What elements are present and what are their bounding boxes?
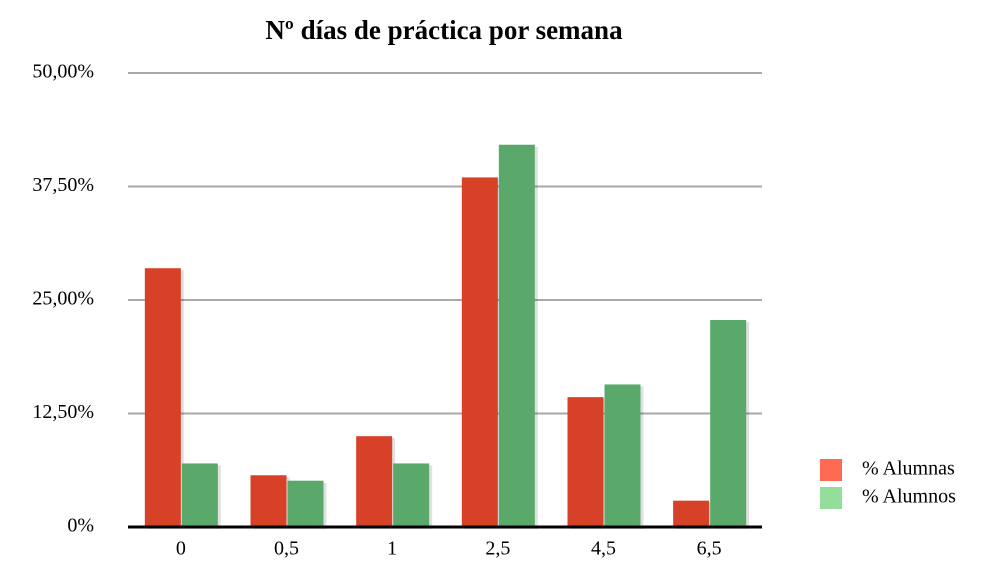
bar: [567, 397, 604, 527]
bar: [710, 319, 747, 527]
x-tick-label: 1: [387, 538, 397, 560]
bar: [181, 463, 218, 527]
bar: [287, 480, 324, 527]
legend-swatch: [820, 487, 842, 509]
bar: [604, 384, 641, 527]
y-tick-label: 50,00%: [32, 61, 94, 83]
x-tick-label: 6,5: [697, 538, 722, 560]
x-tick-label: 2,5: [485, 538, 510, 560]
bar: [356, 436, 393, 527]
bar: [393, 463, 430, 527]
bar: [673, 500, 710, 527]
bar: [498, 144, 535, 527]
y-tick-label: 37,50%: [32, 174, 94, 196]
bar: [461, 177, 498, 528]
legend-label: % Alumnos: [862, 486, 956, 508]
y-tick-label: 25,00%: [32, 288, 94, 310]
legend-label: % Alumnas: [862, 458, 955, 480]
x-tick-label: 4,5: [591, 538, 616, 560]
y-tick-label: 12,50%: [32, 401, 94, 423]
x-tick-label: 0,5: [274, 538, 299, 560]
bar: [250, 475, 287, 527]
bar: [144, 268, 181, 527]
y-tick-label: 0%: [67, 515, 94, 537]
x-tick-label: 0: [176, 538, 186, 560]
chart-title: Nº días de práctica por semana: [265, 15, 623, 45]
legend-swatch: [820, 459, 842, 481]
